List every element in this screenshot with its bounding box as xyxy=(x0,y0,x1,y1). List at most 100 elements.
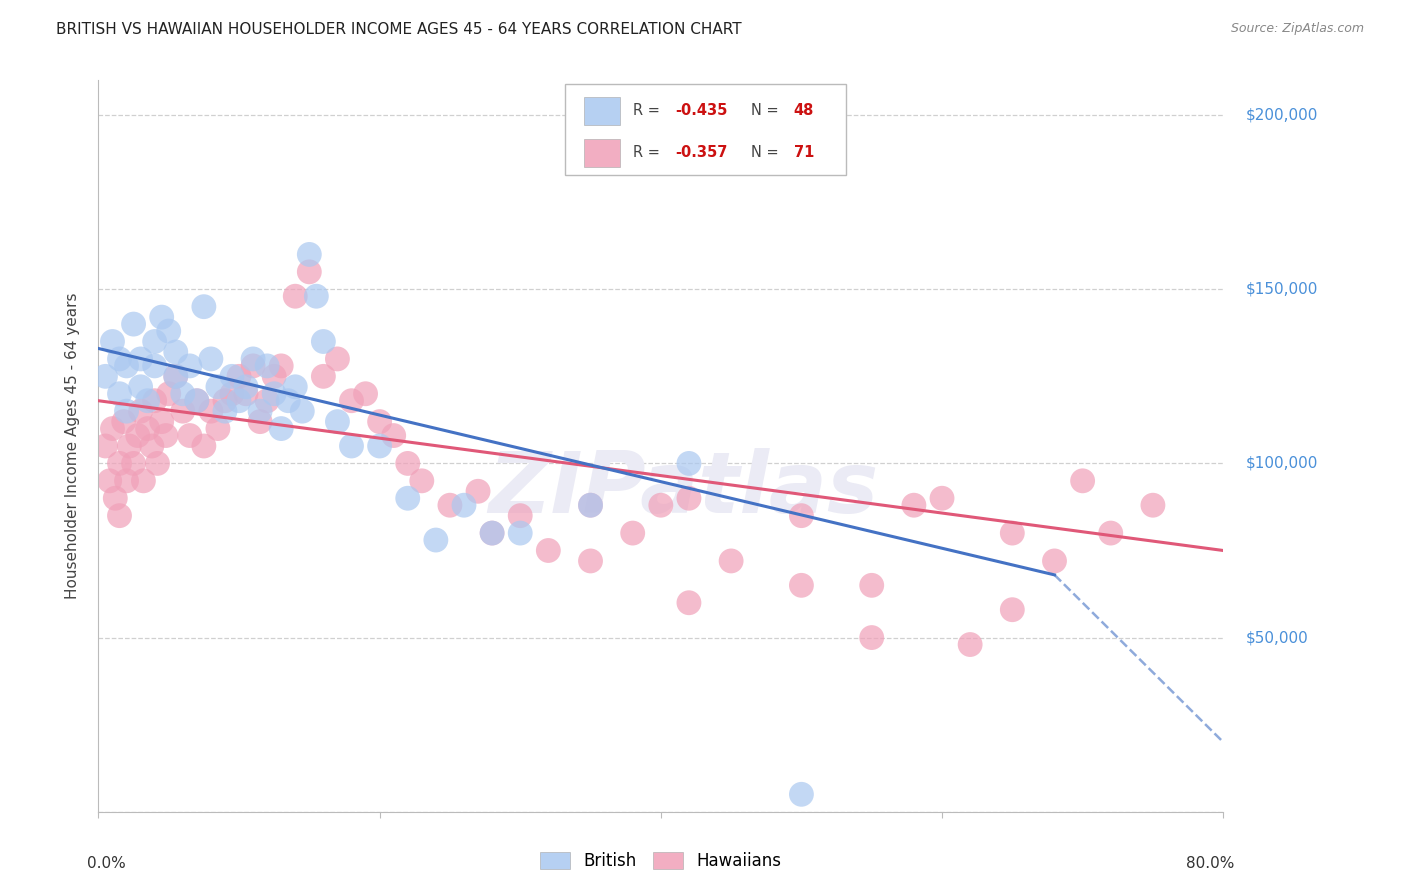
Point xyxy=(1043,554,1066,568)
Point xyxy=(118,439,141,453)
Point xyxy=(101,421,124,435)
Point xyxy=(132,474,155,488)
Point xyxy=(242,351,264,366)
Point xyxy=(129,380,152,394)
Point xyxy=(537,543,560,558)
Y-axis label: Householder Income Ages 45 - 64 years: Householder Income Ages 45 - 64 years xyxy=(65,293,80,599)
Point xyxy=(143,359,166,373)
Point xyxy=(150,415,173,429)
Point xyxy=(368,415,391,429)
Point xyxy=(263,369,285,384)
Point xyxy=(326,351,349,366)
Text: R =: R = xyxy=(633,103,664,119)
Point xyxy=(1099,526,1122,541)
FancyBboxPatch shape xyxy=(585,97,620,125)
Point xyxy=(270,421,292,435)
Point xyxy=(249,415,271,429)
Point xyxy=(382,428,405,442)
Point xyxy=(129,351,152,366)
Point xyxy=(931,491,953,506)
Point xyxy=(256,393,278,408)
Point xyxy=(179,428,201,442)
Point xyxy=(579,498,602,512)
Point xyxy=(143,334,166,349)
Point xyxy=(1001,526,1024,541)
Point xyxy=(396,457,419,471)
Point xyxy=(112,415,135,429)
Point xyxy=(1142,498,1164,512)
Point xyxy=(221,386,243,401)
Point xyxy=(312,334,335,349)
Point xyxy=(860,631,883,645)
Text: -0.435: -0.435 xyxy=(675,103,728,119)
Point xyxy=(122,457,145,471)
Text: 0.0%: 0.0% xyxy=(87,855,127,871)
Point xyxy=(165,369,187,384)
Point xyxy=(678,491,700,506)
Point xyxy=(1071,474,1094,488)
Point xyxy=(172,404,194,418)
Point xyxy=(650,498,672,512)
Point xyxy=(284,289,307,303)
Point xyxy=(235,380,257,394)
Point xyxy=(94,369,117,384)
Point xyxy=(411,474,433,488)
Point xyxy=(481,526,503,541)
Point xyxy=(136,393,159,408)
Point xyxy=(790,508,813,523)
Text: 80.0%: 80.0% xyxy=(1187,855,1234,871)
Point xyxy=(298,265,321,279)
Point xyxy=(340,439,363,453)
Text: $100,000: $100,000 xyxy=(1246,456,1317,471)
Point xyxy=(340,393,363,408)
Point xyxy=(467,484,489,499)
Point xyxy=(305,289,328,303)
Point xyxy=(200,351,222,366)
Point xyxy=(354,386,377,401)
Point xyxy=(193,300,215,314)
Point xyxy=(425,533,447,547)
Point xyxy=(312,369,335,384)
Text: 71: 71 xyxy=(793,145,814,161)
Point xyxy=(959,638,981,652)
Point xyxy=(127,428,149,442)
Point xyxy=(298,247,321,261)
FancyBboxPatch shape xyxy=(565,84,846,176)
Point xyxy=(720,554,742,568)
Point xyxy=(186,393,208,408)
Point xyxy=(186,393,208,408)
Text: BRITISH VS HAWAIIAN HOUSEHOLDER INCOME AGES 45 - 64 YEARS CORRELATION CHART: BRITISH VS HAWAIIAN HOUSEHOLDER INCOME A… xyxy=(56,22,742,37)
Point xyxy=(129,404,152,418)
Point xyxy=(94,439,117,453)
Point xyxy=(155,428,177,442)
Point xyxy=(579,554,602,568)
Point xyxy=(270,359,292,373)
Text: N =: N = xyxy=(751,103,783,119)
Point xyxy=(678,457,700,471)
Point xyxy=(579,498,602,512)
Point xyxy=(136,421,159,435)
Point xyxy=(481,526,503,541)
FancyBboxPatch shape xyxy=(585,139,620,167)
Point xyxy=(157,324,180,338)
Point xyxy=(396,491,419,506)
Point xyxy=(277,393,299,408)
Point xyxy=(108,351,131,366)
Text: $150,000: $150,000 xyxy=(1246,282,1317,297)
Point xyxy=(108,386,131,401)
Point xyxy=(146,457,169,471)
Point xyxy=(790,578,813,592)
Point xyxy=(453,498,475,512)
Point xyxy=(115,359,138,373)
Point xyxy=(207,380,229,394)
Point xyxy=(860,578,883,592)
Text: 48: 48 xyxy=(793,103,814,119)
Point xyxy=(193,439,215,453)
Point xyxy=(207,421,229,435)
Point xyxy=(101,334,124,349)
Point xyxy=(1001,603,1024,617)
Point xyxy=(249,404,271,418)
Text: Source: ZipAtlas.com: Source: ZipAtlas.com xyxy=(1230,22,1364,36)
Point xyxy=(326,415,349,429)
Point xyxy=(172,386,194,401)
